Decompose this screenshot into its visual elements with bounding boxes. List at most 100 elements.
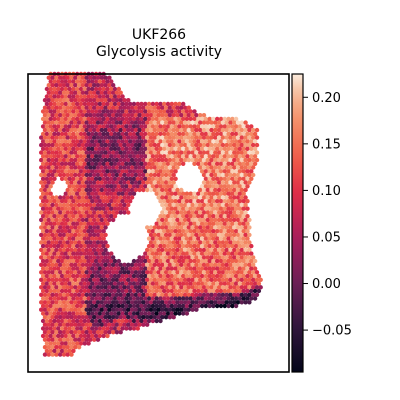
spot-point	[84, 135, 89, 140]
spot-point	[103, 150, 108, 155]
spot-point	[226, 243, 231, 249]
spot-point	[76, 142, 82, 148]
spot-point	[165, 184, 171, 189]
spot-point	[156, 307, 161, 312]
spot-point	[139, 266, 144, 271]
spot-point	[48, 311, 53, 316]
spot-point	[218, 124, 224, 129]
spot-point	[232, 247, 237, 253]
spot-point	[199, 214, 205, 219]
spot-point	[163, 187, 169, 193]
spot-point	[171, 195, 176, 200]
spot-point	[181, 124, 186, 129]
spot-point	[129, 292, 135, 297]
spot-point	[103, 232, 108, 238]
spot-point	[58, 172, 63, 178]
spot-point	[220, 127, 226, 133]
spot-point	[97, 116, 103, 122]
spot-point	[50, 322, 55, 327]
spot-point	[148, 165, 154, 170]
spot-point	[224, 180, 229, 185]
spot-point	[198, 187, 203, 193]
spot-point	[95, 210, 101, 215]
spot-point	[173, 169, 178, 174]
spot-point	[111, 330, 116, 335]
spot-point	[67, 116, 72, 122]
spot-point	[235, 135, 241, 140]
spot-point	[156, 240, 161, 245]
spot-point	[39, 142, 44, 148]
spot-point	[167, 210, 173, 215]
spot-point	[233, 221, 239, 226]
spot-point	[88, 247, 93, 253]
spot-point	[93, 318, 99, 324]
spot-point	[118, 180, 123, 185]
spot-point	[105, 109, 110, 114]
spot-point	[207, 199, 212, 204]
spot-point	[175, 150, 180, 155]
spot-point	[73, 157, 78, 163]
spot-point	[76, 172, 82, 178]
spot-point	[86, 191, 91, 196]
spot-point	[103, 98, 108, 103]
spot-point	[241, 251, 246, 256]
spot-point	[241, 214, 246, 219]
spot-point	[65, 135, 70, 140]
spot-point	[122, 120, 127, 125]
spot-point	[252, 139, 258, 144]
spot-point	[224, 255, 229, 260]
spot-point	[69, 300, 74, 305]
spot-point	[201, 300, 207, 305]
spot-point	[40, 116, 46, 122]
spot-point	[105, 251, 110, 256]
spot-point	[46, 180, 51, 185]
spot-point	[59, 124, 65, 129]
spot-point	[44, 318, 50, 324]
spot-point	[97, 266, 103, 271]
spot-point	[145, 187, 150, 193]
spot-point	[93, 221, 99, 226]
spot-point	[198, 225, 203, 230]
spot-point	[154, 311, 159, 316]
spot-point	[156, 142, 161, 148]
spot-point	[141, 255, 146, 260]
spot-point	[101, 229, 106, 234]
spot-point	[160, 157, 165, 163]
spot-point	[75, 303, 80, 309]
spot-point	[124, 206, 129, 211]
spot-point	[184, 214, 190, 219]
spot-point	[42, 180, 48, 185]
spot-point	[105, 139, 110, 144]
spot-point	[76, 240, 82, 245]
spot-point	[205, 172, 210, 178]
spot-point	[103, 210, 108, 215]
spot-point	[196, 199, 201, 204]
spot-point	[239, 195, 244, 200]
spot-point	[101, 184, 106, 189]
spot-point	[148, 240, 154, 245]
spot-point	[171, 307, 176, 312]
spot-point	[207, 281, 212, 286]
spot-point	[205, 247, 210, 253]
spot-point	[143, 303, 148, 309]
spot-point	[88, 195, 93, 200]
spot-point	[112, 281, 118, 286]
spot-point	[39, 277, 44, 282]
spot-point	[198, 157, 203, 163]
spot-point	[243, 165, 248, 170]
spot-point	[95, 113, 101, 118]
spot-point	[126, 285, 131, 290]
spot-point	[90, 161, 95, 166]
spot-point	[169, 101, 174, 107]
spot-point	[139, 288, 144, 294]
spot-point	[239, 157, 244, 163]
spot-point	[65, 232, 70, 238]
spot-point	[249, 243, 254, 249]
spot-point	[95, 195, 101, 200]
spot-point	[165, 161, 171, 166]
spot-point	[116, 326, 122, 331]
spot-point	[179, 240, 184, 245]
spot-point	[160, 135, 165, 140]
spot-point	[198, 300, 203, 305]
spot-point	[109, 154, 114, 159]
